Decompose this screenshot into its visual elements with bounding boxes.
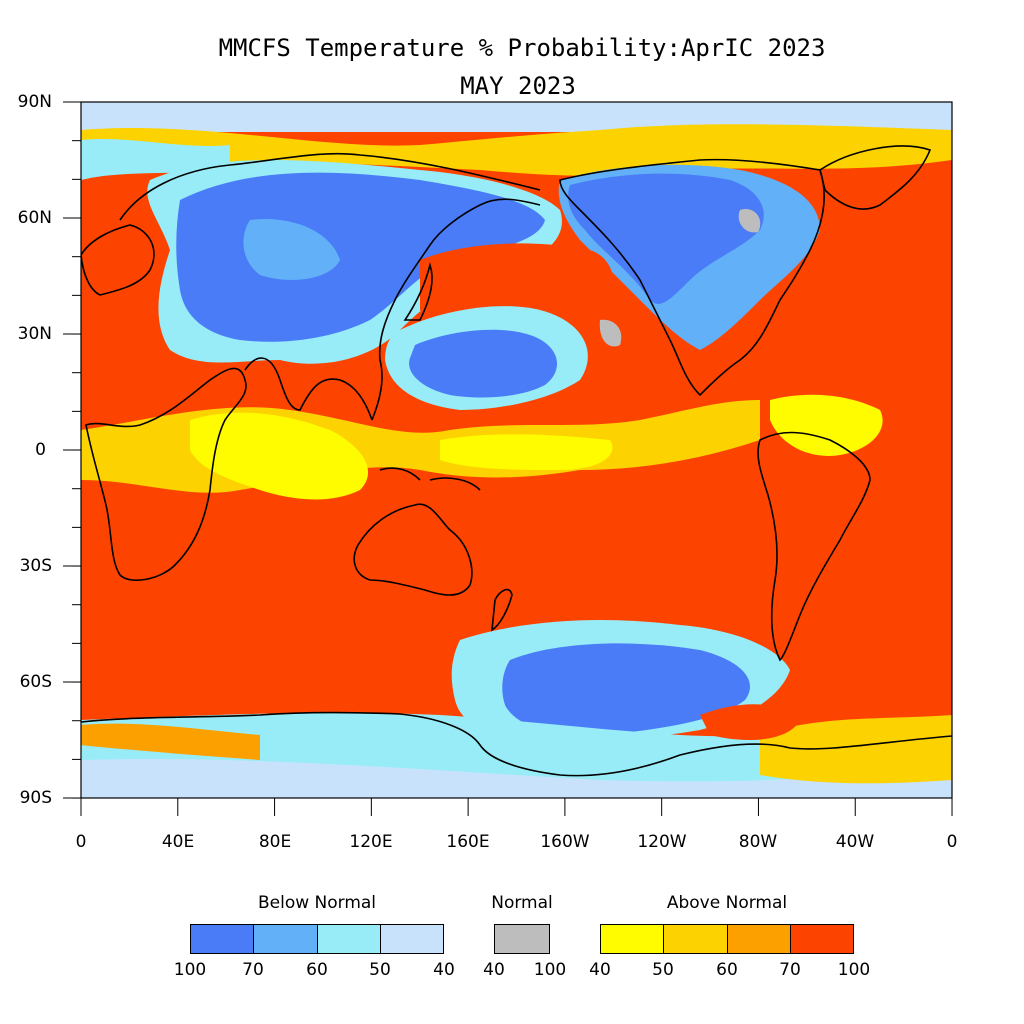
legend-below-swatch-1 xyxy=(190,924,254,954)
lat-label-90s: 90S xyxy=(19,788,52,808)
axis-ticks xyxy=(63,101,953,816)
legend-above-label: 40 xyxy=(589,960,611,980)
lon-label-120e: 120E xyxy=(349,832,393,852)
legend-above-swatch-1 xyxy=(600,924,664,954)
lat-label-90n: 90N xyxy=(17,92,52,112)
lon-label-80e: 80E xyxy=(258,832,292,852)
legend-normal-swatch xyxy=(494,924,550,954)
lat-label-0: 0 xyxy=(35,440,46,460)
lon-label-160e: 160E xyxy=(446,832,490,852)
lon-label-160w: 160W xyxy=(540,832,590,852)
legend-above-swatch-2 xyxy=(663,924,728,954)
legend-below-label: 70 xyxy=(242,960,264,980)
legend-above-label: 60 xyxy=(716,960,738,980)
legend-below-label: 50 xyxy=(369,960,391,980)
lon-label-40e: 40E xyxy=(161,832,195,852)
lon-label-0-west: 0 xyxy=(75,832,87,852)
map-title: MMCFS Temperature % Probability:AprIC 20… xyxy=(218,34,826,62)
lat-label-60n: 60N xyxy=(17,208,52,228)
legend-above-label: 100 xyxy=(837,960,871,980)
legend-normal-title: Normal xyxy=(491,893,553,913)
legend-above-label: 50 xyxy=(652,960,674,980)
legend-below-title: Below Normal xyxy=(257,893,377,913)
legend-normal-label: 100 xyxy=(533,960,567,980)
legend-above-title: Above Normal xyxy=(666,893,788,913)
lon-label-0-east: 0 xyxy=(946,832,958,852)
lon-label-80w: 80W xyxy=(738,832,778,852)
lon-label-40w: 40W xyxy=(835,832,875,852)
probability-field xyxy=(81,102,952,798)
lon-label-120w: 120W xyxy=(637,832,687,852)
legend-normal-label: 40 xyxy=(483,960,505,980)
legend-below-swatch-3 xyxy=(317,924,381,954)
coastlines xyxy=(81,145,952,777)
legend-below-label: 40 xyxy=(433,960,455,980)
map-subtitle: MAY 2023 xyxy=(460,72,576,100)
legend-below-label: 100 xyxy=(173,960,207,980)
legend-above-swatch-3 xyxy=(727,924,791,954)
legend-above-label: 70 xyxy=(779,960,801,980)
legend-above-swatch-4 xyxy=(790,924,854,954)
lat-label-30s: 30S xyxy=(19,556,52,576)
legend-below-swatch-4 xyxy=(380,924,444,954)
legend-below-label: 60 xyxy=(306,960,328,980)
lat-label-30n: 30N xyxy=(17,324,52,344)
legend-below-swatch-2 xyxy=(253,924,318,954)
lat-label-60s: 60S xyxy=(19,672,52,692)
